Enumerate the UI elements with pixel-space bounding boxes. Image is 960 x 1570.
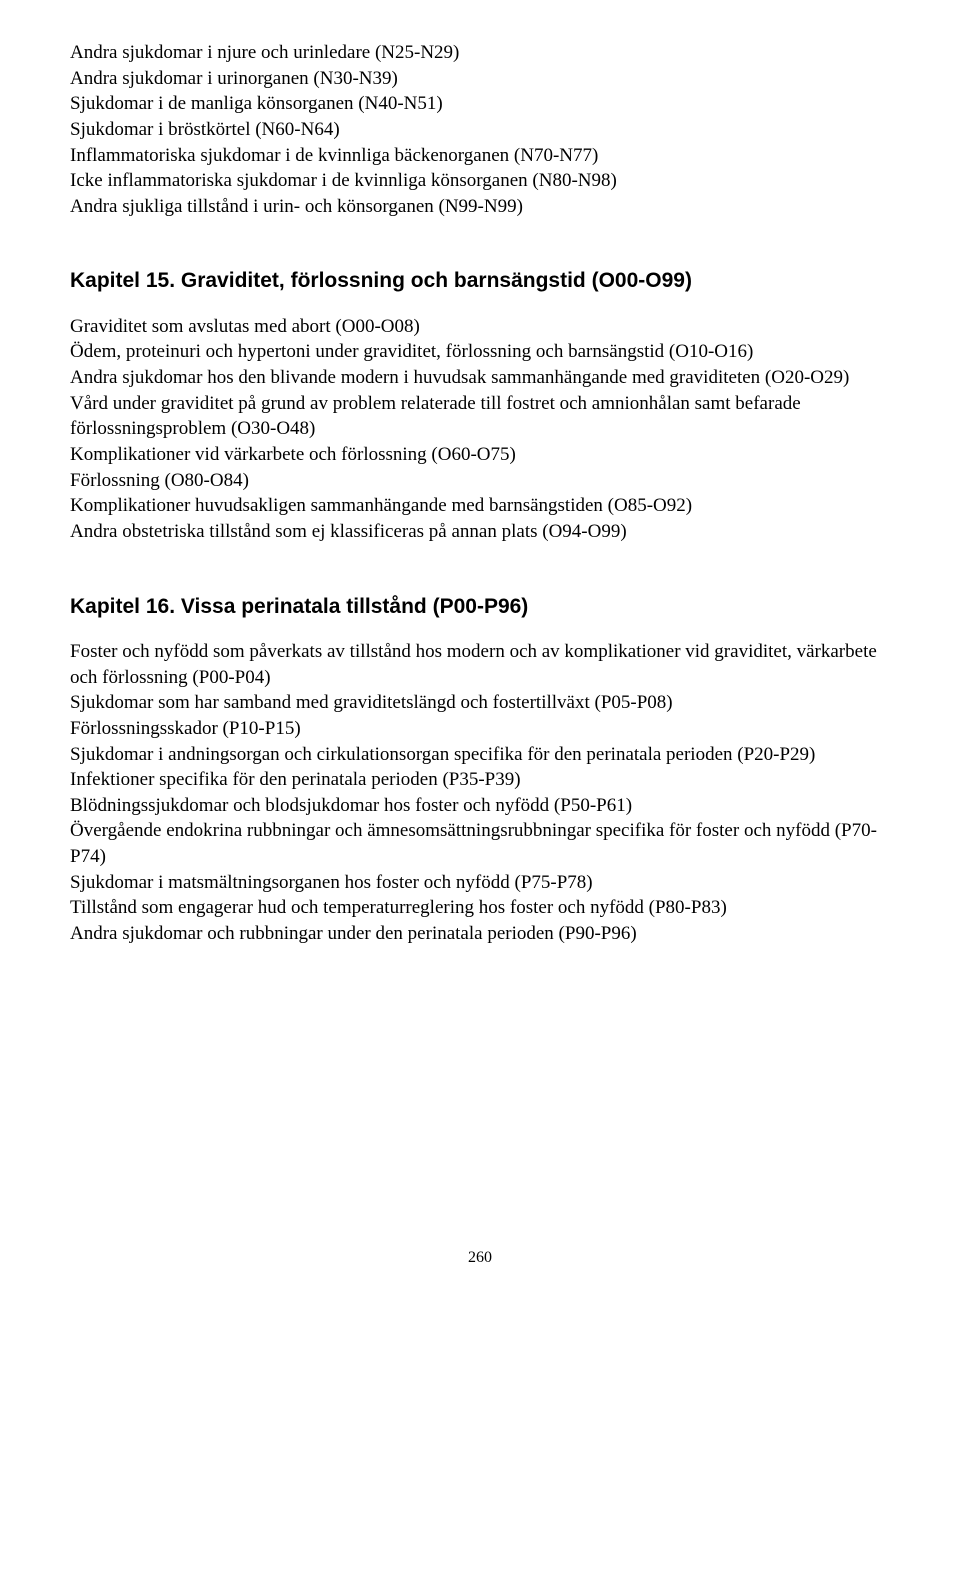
list-item: Andra sjukliga tillstånd i urin- och kön… xyxy=(70,194,890,220)
list-item: Vård under graviditet på grund av proble… xyxy=(70,391,890,442)
list-item: Tillstånd som engagerar hud och temperat… xyxy=(70,895,890,921)
chapter-16-block: Foster och nyfödd som påverkats av tills… xyxy=(70,639,890,947)
list-item: Komplikationer vid värkarbete och förlos… xyxy=(70,442,890,468)
spacer xyxy=(70,219,890,267)
list-item: Blödningssjukdomar och blodsjukdomar hos… xyxy=(70,793,890,819)
list-item: Sjukdomar i de manliga könsorganen (N40-… xyxy=(70,91,890,117)
list-item: Inflammatoriska sjukdomar i de kvinnliga… xyxy=(70,143,890,169)
chapter-15-block: Graviditet som avslutas med abort (O00-O… xyxy=(70,314,890,545)
list-item: Förlossning (O80-O84) xyxy=(70,468,890,494)
top-block: Andra sjukdomar i njure och urinledare (… xyxy=(70,40,890,219)
list-item: Förlossningsskador (P10-P15) xyxy=(70,716,890,742)
list-item: Infektioner specifika för den perinatala… xyxy=(70,767,890,793)
list-item: Komplikationer huvudsakligen sammanhänga… xyxy=(70,493,890,519)
list-item: Sjukdomar i bröstkörtel (N60-N64) xyxy=(70,117,890,143)
list-item: Ödem, proteinuri och hypertoni under gra… xyxy=(70,339,890,365)
list-item: Övergående endokrina rubbningar och ämne… xyxy=(70,818,890,869)
chapter-15-heading: Kapitel 15. Graviditet, förlossning och … xyxy=(70,267,890,295)
list-item: Andra sjukdomar i urinorganen (N30-N39) xyxy=(70,66,890,92)
list-item: Sjukdomar i andningsorgan och cirkulatio… xyxy=(70,742,890,768)
spacer xyxy=(70,545,890,593)
list-item: Andra sjukdomar och rubbningar under den… xyxy=(70,921,890,947)
list-item: Andra obstetriska tillstånd som ej klass… xyxy=(70,519,890,545)
page-number: 260 xyxy=(70,1247,890,1269)
list-item: Sjukdomar som har samband med graviditet… xyxy=(70,690,890,716)
list-item: Sjukdomar i matsmältningsorganen hos fos… xyxy=(70,870,890,896)
list-item: Icke inflammatoriska sjukdomar i de kvin… xyxy=(70,168,890,194)
list-item: Foster och nyfödd som påverkats av tills… xyxy=(70,639,890,690)
chapter-16-heading: Kapitel 16. Vissa perinatala tillstånd (… xyxy=(70,593,890,621)
list-item: Graviditet som avslutas med abort (O00-O… xyxy=(70,314,890,340)
list-item: Andra sjukdomar i njure och urinledare (… xyxy=(70,40,890,66)
list-item: Andra sjukdomar hos den blivande modern … xyxy=(70,365,890,391)
